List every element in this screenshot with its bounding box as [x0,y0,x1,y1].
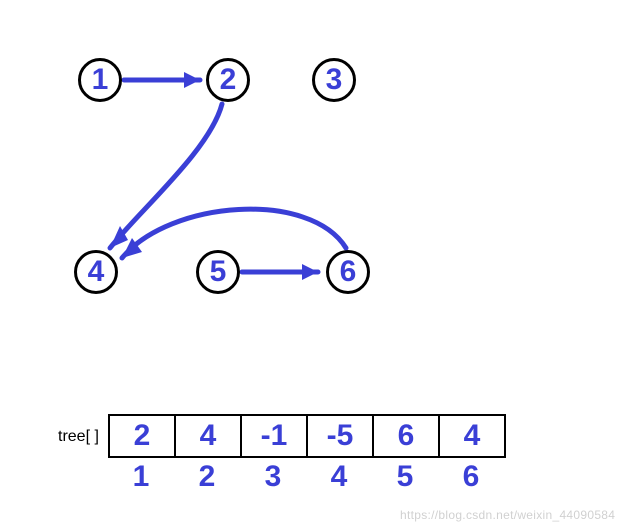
array-cell-1: 2 [109,415,175,457]
node-4: 4 [74,250,118,294]
array-cell-4: -5 [307,415,373,457]
arrowhead-n1-n2 [184,72,200,88]
arrowhead-n5-n6 [302,264,318,280]
array-index-3: 3 [240,460,306,494]
array-index-5: 5 [372,460,438,494]
tree-array-table: 24-1-564 [108,414,506,458]
array-cell-5: 6 [373,415,439,457]
arrowhead-n2-n4 [110,226,128,248]
index-row: 123456 [108,460,504,494]
node-2: 2 [206,58,250,102]
watermark-text: https://blog.csdn.net/weixin_44090584 [400,508,615,522]
node-5: 5 [196,250,240,294]
array-index-1: 1 [108,460,174,494]
node-6: 6 [326,250,370,294]
edge-n2-n4 [110,104,222,248]
arrowhead-n6-n4 [122,238,142,258]
array-cell-2: 4 [175,415,241,457]
array-index-2: 2 [174,460,240,494]
array-index-4: 4 [306,460,372,494]
array-cell-3: -1 [241,415,307,457]
array-index-6: 6 [438,460,504,494]
array-cell-6: 4 [439,415,505,457]
array-label: tree[ ] [58,428,99,446]
node-1: 1 [78,58,122,102]
table-row: 24-1-564 [109,415,505,457]
diagram-canvas: 123456 tree[ ] 24-1-564 123456 https://b… [0,0,633,528]
node-3: 3 [312,58,356,102]
edge-n6-n4 [122,209,346,258]
